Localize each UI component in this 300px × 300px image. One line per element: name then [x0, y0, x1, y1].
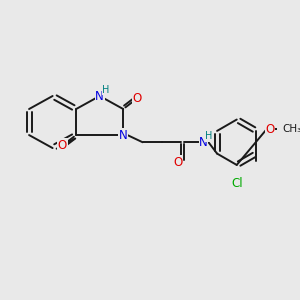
Text: N: N	[199, 136, 208, 149]
Text: O: O	[173, 156, 183, 169]
Text: Cl: Cl	[231, 177, 242, 190]
Text: N: N	[95, 89, 104, 103]
Text: O: O	[265, 123, 274, 136]
Text: N: N	[119, 128, 128, 142]
Text: H: H	[206, 131, 213, 141]
Text: O: O	[58, 139, 67, 152]
Text: O: O	[132, 92, 142, 105]
Text: H: H	[102, 85, 110, 95]
Text: CH₃: CH₃	[282, 124, 300, 134]
